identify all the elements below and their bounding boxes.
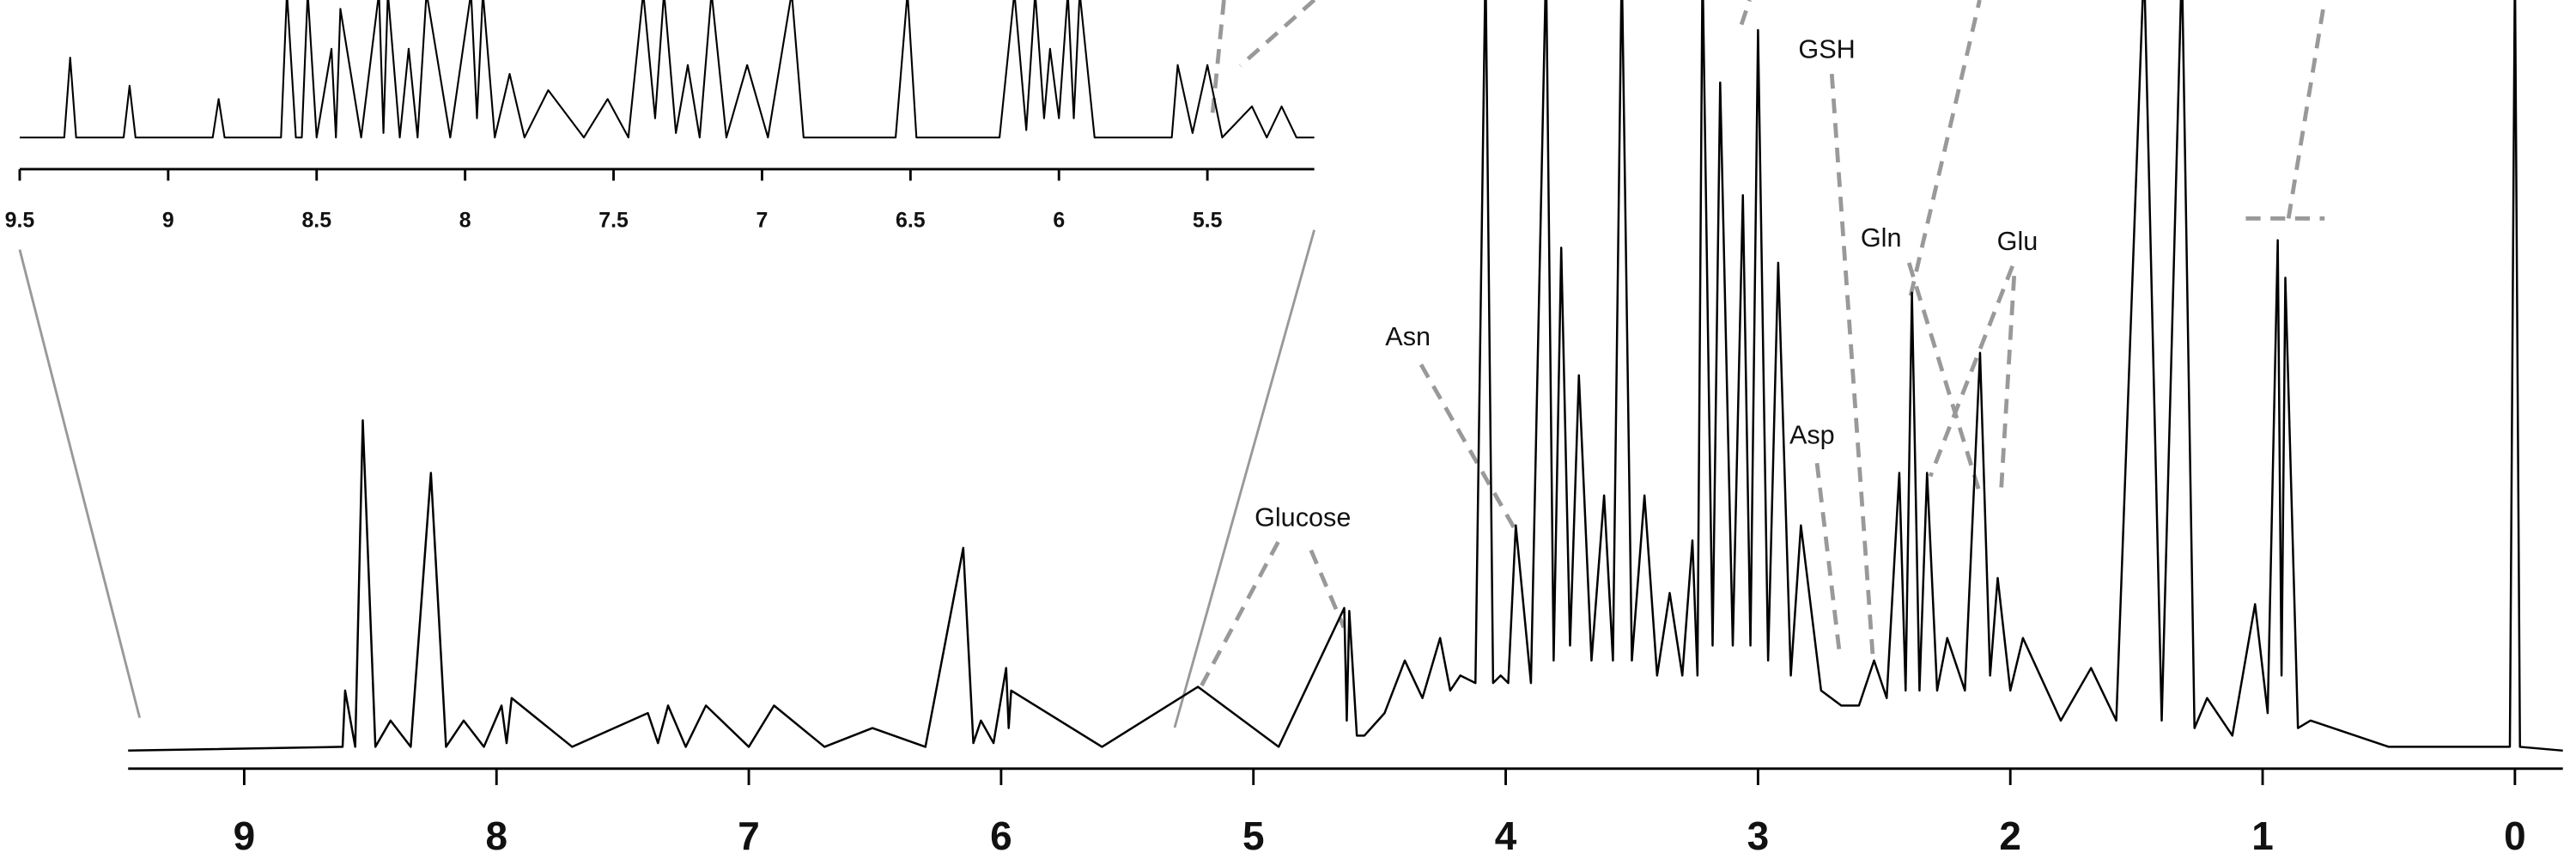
x-tick-label: 4	[1495, 813, 1517, 858]
x-tick-label: 5.5	[1193, 209, 1223, 233]
annotation: Asn	[1385, 322, 1431, 351]
pointer-line	[1998, 276, 2017, 493]
pointer-line	[2286, 0, 2327, 219]
x-tick-label: 6.5	[896, 209, 926, 233]
x-tick-label: 9	[234, 813, 256, 858]
pointer-line	[1814, 462, 1843, 658]
annotation: Glu	[1997, 227, 2038, 256]
x-tick-label: 7	[756, 209, 769, 233]
spectrum-line	[19, 0, 1315, 139]
x-tick-label: 8	[485, 813, 507, 858]
pointer-line	[1906, 262, 1982, 494]
x-tick-label: 5	[1242, 813, 1265, 858]
x-tick-label: 1	[2251, 813, 2274, 858]
x-tick-label: 8	[459, 209, 471, 233]
x-tick-label: 0	[2504, 813, 2526, 858]
pointer-lines	[1197, 0, 2327, 691]
annotation: Glucose	[1255, 503, 1351, 532]
pointer-line	[1908, 0, 1982, 296]
chart-layer: 9 8 7 6 5 4 3 2 1 0 Asn GSH Gln Glu Asp Glucose 9.5 9 8.5 8…	[5, 0, 2563, 858]
x-tick-label: 7.5	[598, 209, 629, 233]
x-tick-label: 3	[1747, 813, 1770, 858]
zoom-line	[1173, 229, 1315, 728]
main-spectrum: 9 8 7 6 5 4 3 2 1 0 Asn GSH Gln Glu Asp Glucose	[128, 0, 2563, 858]
spectrum-line	[128, 0, 2563, 752]
x-tick-label: 8.5	[301, 209, 331, 233]
x-tick-label: 6	[990, 813, 1012, 858]
annotation: Asp	[1789, 421, 1835, 450]
pointer-line	[1309, 549, 1346, 629]
annotation: GSH	[1798, 34, 1855, 64]
x-tick-label: 9.5	[5, 209, 35, 233]
pointer-line	[1238, 0, 1316, 68]
inset-spectrum: 9.5 9 8.5 8 7.5 7 6.5 6 5.5	[5, 0, 1315, 233]
pointer-line	[1928, 265, 2014, 478]
pointer-line	[1197, 540, 1280, 691]
pointer-line	[1739, 0, 1752, 26]
zoom-lines	[18, 229, 1315, 728]
x-tick-label: 6	[1053, 209, 1065, 233]
x-tick-label: 9	[162, 209, 174, 233]
pointer-line	[1210, 0, 1226, 116]
zoom-line	[18, 249, 142, 718]
x-tick-label: 7	[738, 813, 760, 858]
pointer-line	[1419, 363, 1517, 530]
x-tick-label: 2	[1999, 813, 2021, 858]
annotation: Gln	[1861, 223, 1902, 253]
pointer-line	[1829, 73, 1875, 657]
